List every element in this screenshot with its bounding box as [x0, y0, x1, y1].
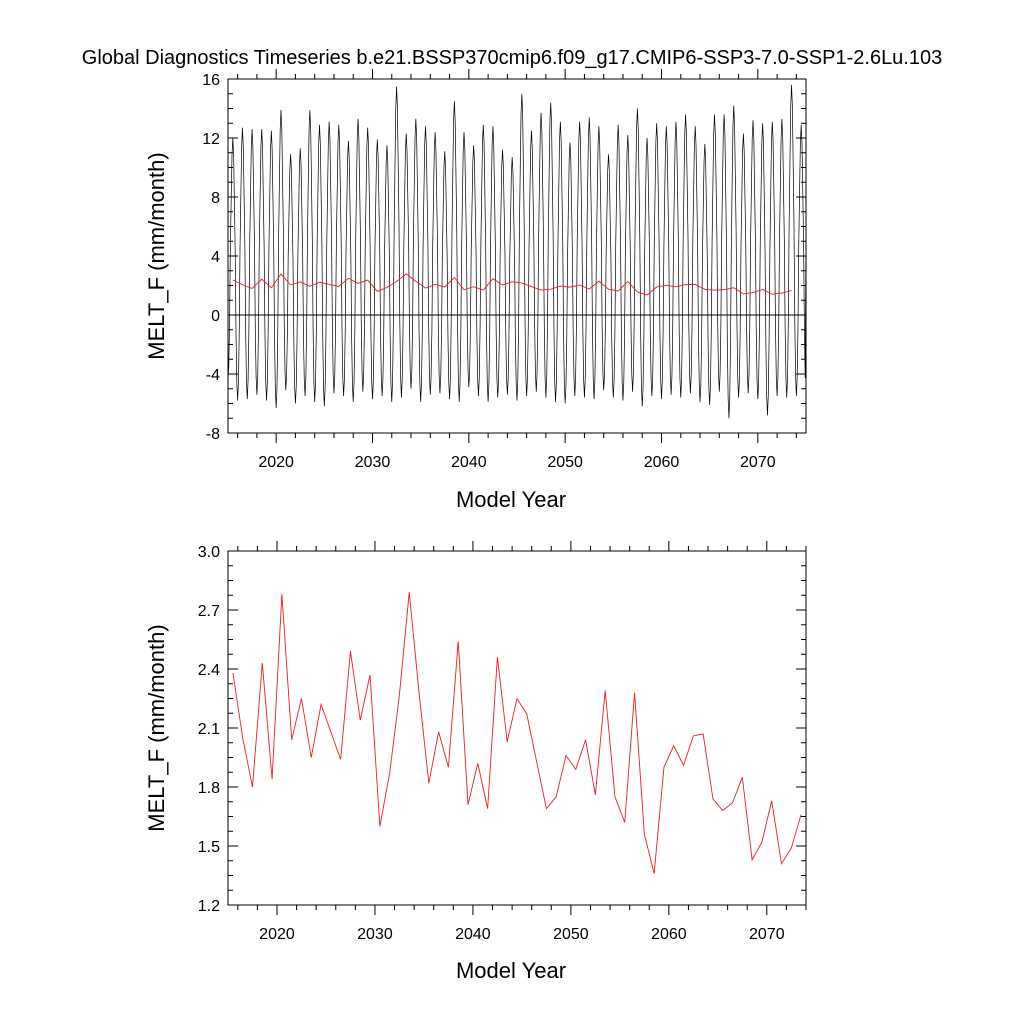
top-panel: -8 -4 0 4 8 12 16 2020 2030 2040 2050 2060 2070 Mod…	[144, 69, 807, 512]
x-tick-label: 2020	[259, 926, 295, 943]
annual-mean-line	[232, 273, 792, 296]
top-y-axis-label: MELT_F (mm/month)	[144, 152, 169, 359]
bottom-panel: 1.21.51.82.12.42.73.0 2020 2030 2040 2050 20…	[144, 541, 807, 983]
y-tick-label: -8	[206, 426, 220, 443]
y-tick-label: 16	[202, 72, 220, 89]
x-tick-label: 2040	[451, 454, 487, 471]
bottom-plot-frame	[227, 550, 807, 906]
x-tick-label: 2030	[357, 926, 393, 943]
y-tick-label: 2.4	[198, 662, 220, 679]
annual-mean-line	[232, 592, 802, 874]
x-tick-label: 2050	[547, 454, 583, 471]
y-tick-label: 4	[211, 249, 220, 266]
top-plot-frame	[227, 78, 807, 434]
x-tick-label: 2050	[553, 926, 589, 943]
x-tick-label: 2040	[455, 926, 491, 943]
monthly-series-line	[227, 84, 807, 419]
x-tick-label: 2020	[258, 454, 294, 471]
x-tick-label: 2060	[644, 454, 680, 471]
y-tick-label: 8	[211, 190, 220, 207]
top-y-tick-labels: -8 -4 0 4 8 12 16	[202, 72, 220, 443]
y-tick-label: 3.0	[198, 544, 220, 561]
y-tick-label: 2.1	[198, 721, 220, 738]
bottom-x-axis-label: Model Year	[456, 958, 566, 983]
figure-title: Global Diagnostics Timeseries b.e21.BSSP…	[82, 47, 942, 69]
x-tick-label: 2070	[740, 454, 776, 471]
y-tick-label: 12	[202, 131, 220, 148]
x-tick-label: 2060	[651, 926, 687, 943]
y-tick-label: 2.7	[198, 603, 220, 620]
bottom-y-axis-label: MELT_F (mm/month)	[144, 624, 169, 831]
y-tick-label: 0	[211, 308, 220, 325]
x-tick-label: 2070	[749, 926, 785, 943]
x-tick-label: 2030	[355, 454, 391, 471]
top-x-axis-label: Model Year	[456, 487, 566, 512]
y-tick-label: 1.5	[198, 839, 220, 856]
top-x-tick-labels: 2020 2030 2040 2050 2060 2070	[258, 454, 775, 471]
bottom-y-tick-labels: 1.2 1.5 1.8 2.1 2.4 2.7 3.0	[198, 544, 220, 915]
y-tick-label: -4	[206, 367, 220, 384]
bottom-x-tick-labels: 2020 2030 2040 2050 2060 2070	[259, 926, 785, 943]
y-tick-label: 1.2	[198, 898, 220, 915]
y-tick-label: 1.8	[198, 780, 220, 797]
bottom-ticks	[228, 541, 807, 915]
